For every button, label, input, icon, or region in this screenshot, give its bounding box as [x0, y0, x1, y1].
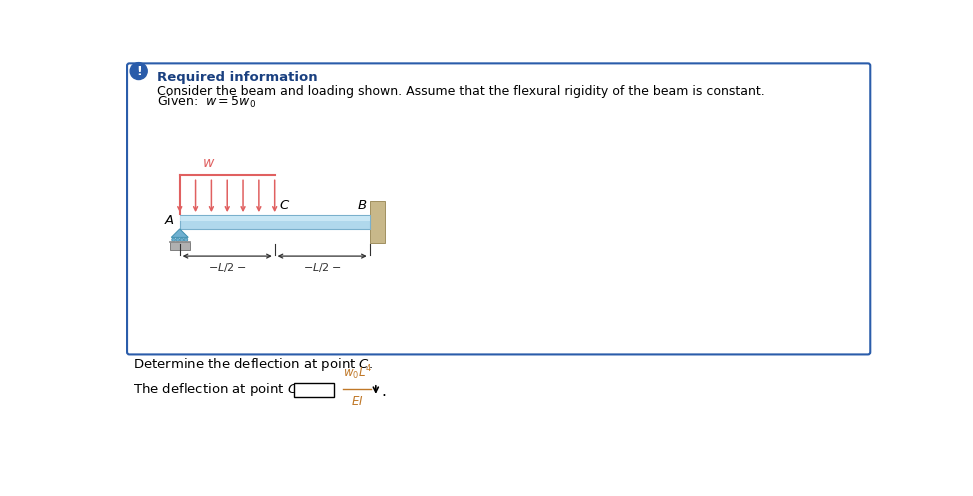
- Text: .: .: [381, 384, 386, 399]
- Bar: [180, 216, 370, 221]
- Circle shape: [176, 238, 179, 242]
- Bar: [180, 215, 370, 229]
- Text: $-L/2-$: $-L/2-$: [303, 261, 342, 274]
- Bar: [370, 201, 385, 243]
- Circle shape: [172, 238, 175, 242]
- Text: $B$: $B$: [357, 199, 367, 212]
- Text: $A$: $A$: [164, 214, 175, 227]
- Text: $w$: $w$: [201, 156, 215, 170]
- Text: Required information: Required information: [158, 71, 318, 84]
- Polygon shape: [171, 229, 188, 238]
- Circle shape: [180, 238, 184, 242]
- Text: $EI$: $EI$: [351, 395, 364, 408]
- Text: $w_0L^4$: $w_0L^4$: [342, 364, 372, 382]
- Text: $-L/2-$: $-L/2-$: [208, 261, 246, 274]
- Text: Consider the beam and loading shown. Assume that the flexural rigidity of the be: Consider the beam and loading shown. Ass…: [158, 85, 765, 98]
- Circle shape: [184, 238, 188, 242]
- Text: $C$: $C$: [278, 199, 290, 212]
- Circle shape: [130, 62, 147, 79]
- Text: !: !: [136, 64, 141, 77]
- Bar: [294, 383, 334, 397]
- Text: Determine the deflection at point $C$.: Determine the deflection at point $C$.: [133, 356, 374, 373]
- FancyBboxPatch shape: [127, 63, 870, 355]
- Text: Given:  $w = 5w_0$: Given: $w = 5w_0$: [158, 94, 256, 110]
- Bar: [169, 242, 190, 250]
- Text: The deflection at point $C$ is: The deflection at point $C$ is: [133, 381, 313, 398]
